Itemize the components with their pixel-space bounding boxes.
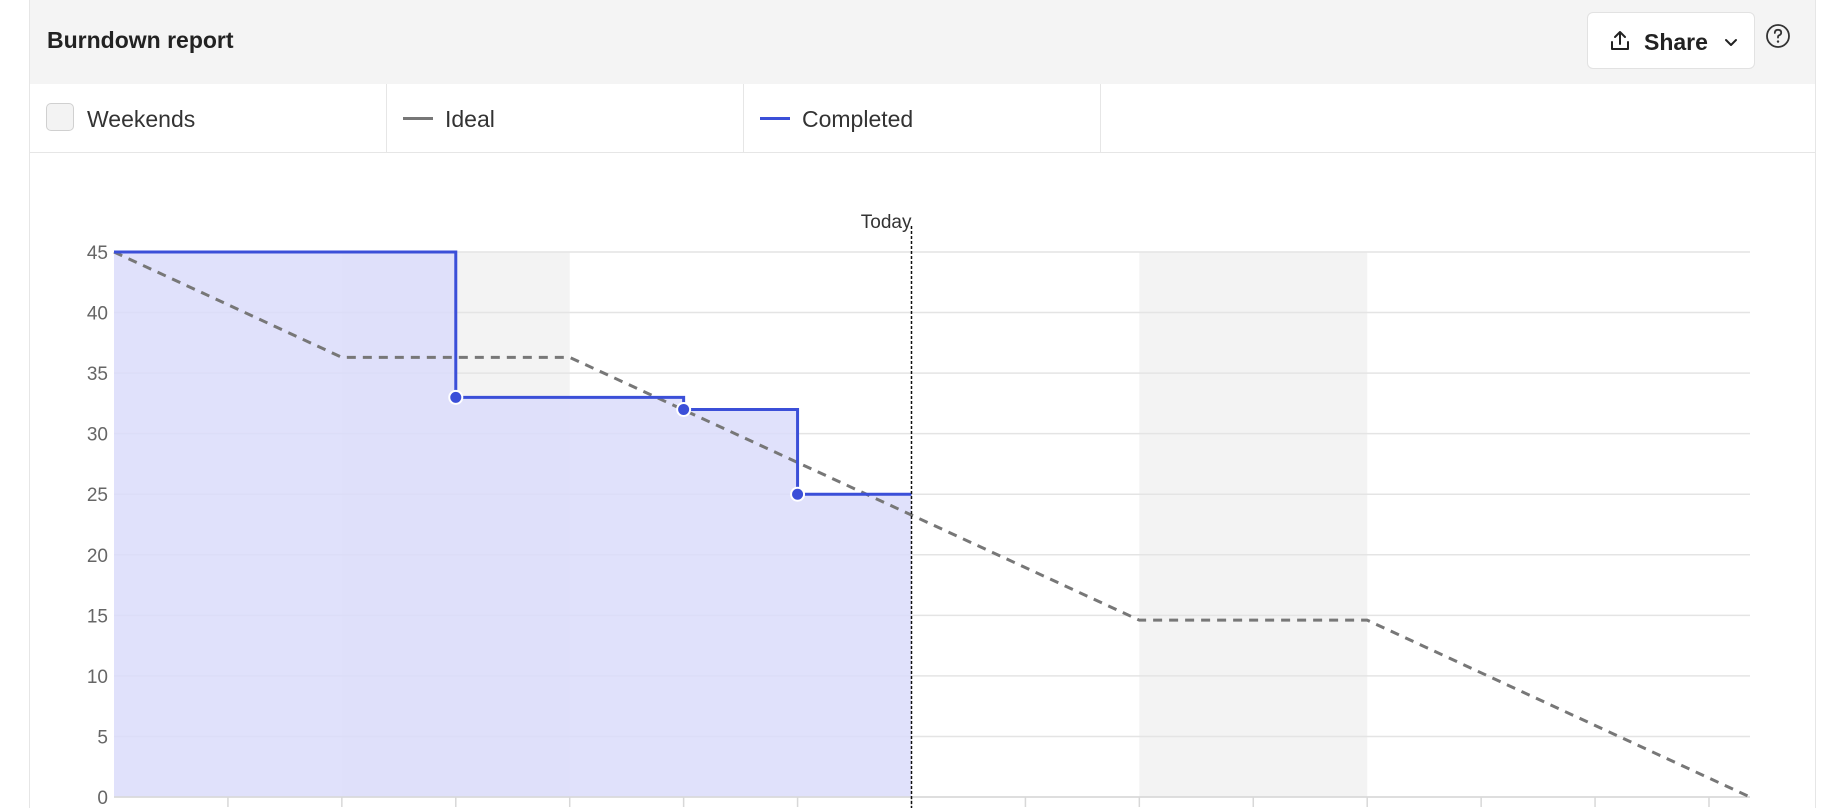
y-tick-label: 45	[87, 243, 108, 264]
y-tick-label: 10	[87, 667, 108, 688]
legend-weekends[interactable]: Weekends	[30, 84, 387, 152]
burndown-panel: Burndown report Share Weekends Ideal	[29, 0, 1816, 808]
y-tick-label: 40	[87, 304, 108, 325]
chart-legend: Weekends Ideal Completed	[30, 84, 1815, 153]
completed-marker	[448, 389, 464, 405]
y-tick-label: 20	[87, 546, 108, 567]
ideal-label: Ideal	[445, 106, 495, 132]
share-button[interactable]: Share	[1587, 12, 1755, 69]
weekend-band	[1139, 252, 1368, 797]
share-upload-icon	[1611, 31, 1629, 50]
page-title: Burndown report	[47, 27, 234, 53]
weekends-checkbox[interactable]	[46, 103, 74, 131]
completed-marker	[676, 401, 692, 417]
y-tick-label: 0	[97, 788, 108, 808]
y-tick-label: 30	[87, 425, 108, 446]
completed-marker	[790, 486, 806, 502]
y-tick-label: 15	[87, 606, 108, 627]
chevron-down-icon	[1725, 39, 1737, 46]
completed-label: Completed	[802, 106, 914, 132]
help-icon[interactable]	[1765, 23, 1791, 49]
completed-swatch	[760, 117, 790, 120]
today-label: Today	[861, 212, 912, 233]
y-tick-label: 25	[87, 485, 108, 506]
burndown-chart: 0 5 10 15 20 25 30 35 40 45 Today	[87, 212, 1751, 808]
weekends-label: Weekends	[87, 106, 196, 132]
y-tick-label: 5	[97, 727, 108, 748]
report-header: Burndown report Share	[30, 0, 1815, 85]
legend-completed[interactable]: Completed	[744, 84, 1101, 152]
ideal-swatch	[403, 117, 433, 120]
share-button-label: Share	[1644, 29, 1708, 55]
y-tick-label: 35	[87, 364, 108, 385]
completed-area	[114, 252, 912, 797]
legend-ideal[interactable]: Ideal	[387, 84, 744, 152]
ideal-line	[113, 250, 1751, 799]
